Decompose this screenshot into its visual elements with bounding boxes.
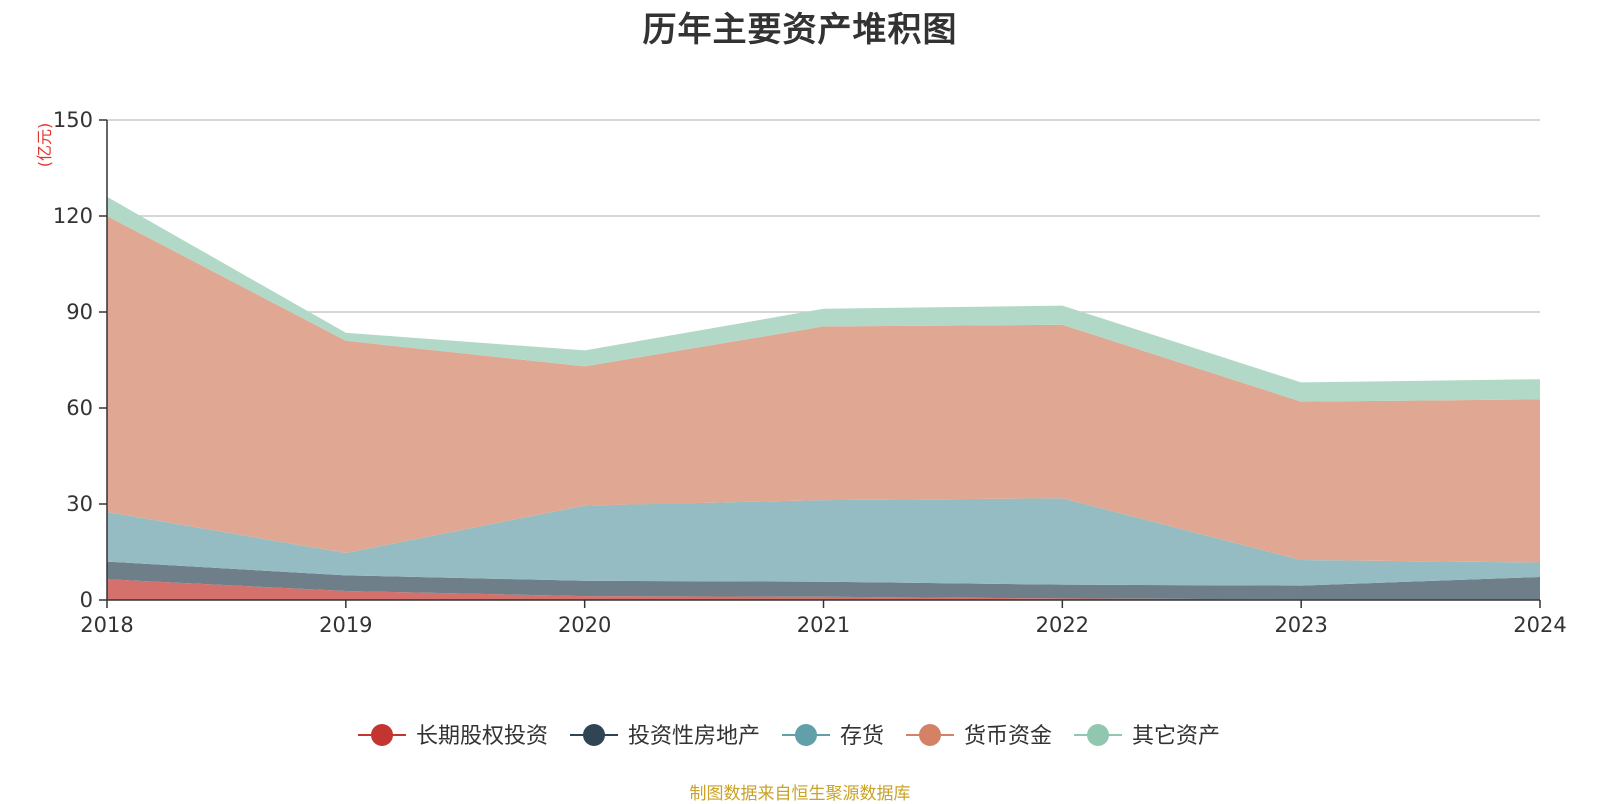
x-tick-label: 2020 — [558, 613, 611, 637]
legend-marker-icon — [795, 724, 817, 746]
chart-title: 历年主要资产堆积图 — [642, 10, 958, 50]
legend-marker-icon — [583, 724, 605, 746]
x-tick-label: 2024 — [1513, 613, 1566, 637]
legend-label: 长期股权投资 — [416, 724, 548, 749]
axes: 0 30 60 90 120 150 2018 2019 2020 2021 2022 2023 202… — [35, 108, 1567, 637]
legend-item-1[interactable]: 长期股权投资 — [358, 724, 548, 749]
y-tick-label: 0 — [80, 588, 93, 612]
legend-item-3[interactable]: 存货 — [782, 724, 884, 749]
legend-item-2[interactable]: 投资性房地产 — [570, 724, 760, 749]
area-series-3 — [107, 498, 1540, 586]
area-series-1 — [107, 579, 1540, 600]
y-tick-label: 150 — [53, 108, 93, 132]
legend-label: 存货 — [840, 724, 884, 749]
y-tick-label: 90 — [66, 300, 93, 324]
area-series-5 — [107, 196, 1540, 402]
area-series-4 — [107, 216, 1540, 563]
legend-label: 其它资产 — [1132, 724, 1220, 749]
y-tick-label: 120 — [53, 204, 93, 228]
data-source-note: 制图数据来自恒生聚源数据库 — [689, 784, 911, 804]
legend-item-4[interactable]: 货币资金 — [906, 724, 1052, 749]
y-tick-label: 30 — [66, 492, 93, 516]
x-tick-label: 2021 — [797, 613, 850, 637]
legend-label: 投资性房地产 — [628, 724, 760, 749]
area-series-2 — [107, 561, 1540, 600]
legend[interactable]: 长期股权投资 投资性房地产 存货 货币资金 其它资产 — [358, 724, 1220, 749]
legend-marker-icon — [371, 724, 393, 746]
area-series-layer — [107, 196, 1540, 600]
legend-label: 货币资金 — [964, 724, 1052, 749]
x-tick-label: 2022 — [1036, 613, 1089, 637]
x-tick-label: 2023 — [1274, 613, 1327, 637]
legend-marker-icon — [919, 724, 941, 746]
legend-marker-icon — [1087, 724, 1109, 746]
x-tick-label: 2019 — [319, 613, 372, 637]
y-unit-label: (亿元) — [35, 123, 54, 168]
y-tick-label: 60 — [66, 396, 93, 420]
legend-item-5[interactable]: 其它资产 — [1074, 724, 1220, 749]
x-tick-label: 2018 — [80, 613, 133, 637]
